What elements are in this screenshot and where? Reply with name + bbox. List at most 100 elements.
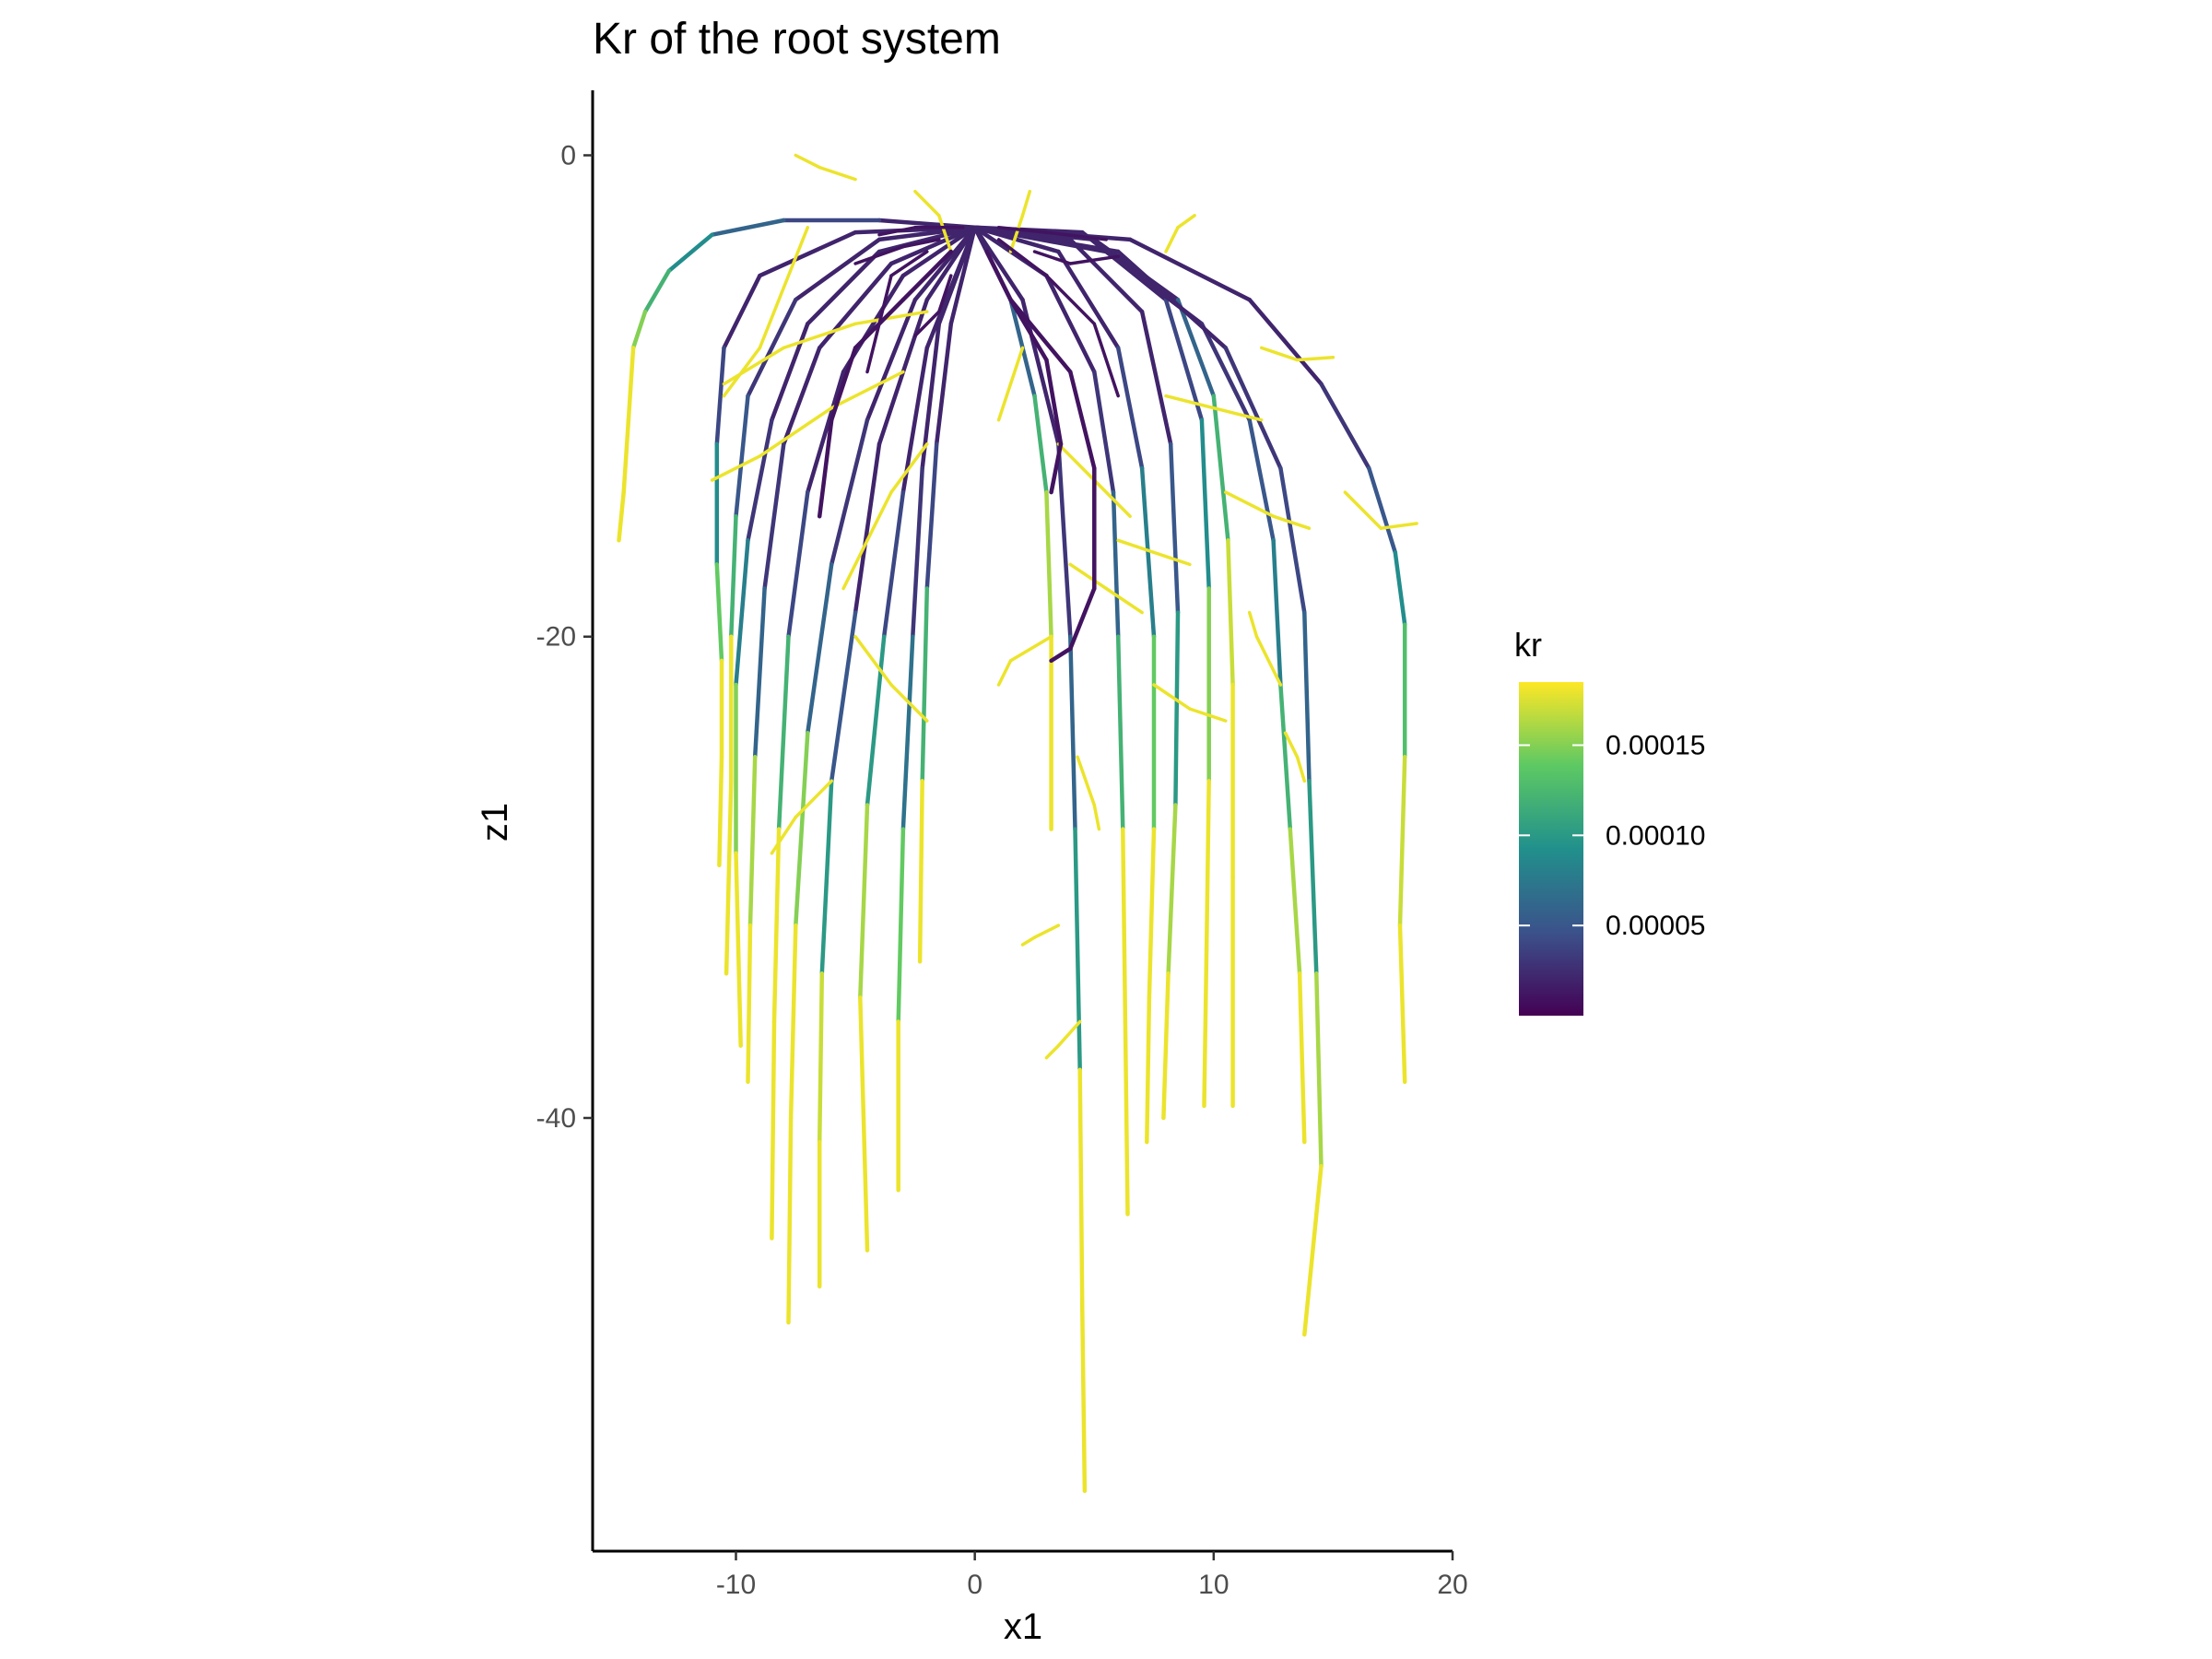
root-segment-group	[972, 225, 1088, 1493]
root-segment	[1056, 249, 1121, 350]
root-segment	[782, 322, 857, 350]
root-segment-group	[1343, 490, 1418, 530]
root-segment	[734, 851, 743, 1048]
root-segment	[1044, 1043, 1061, 1060]
root-segment	[1044, 489, 1053, 639]
root-segment	[853, 244, 905, 265]
root-segment-group	[972, 225, 1130, 1217]
root-segment-group	[786, 225, 977, 1325]
root-segment-group	[1116, 538, 1192, 567]
root-segment	[717, 755, 724, 868]
colorbar-tick-label: 0.00015	[1606, 730, 1705, 760]
root-segment	[746, 923, 753, 1085]
root-segment	[752, 586, 767, 759]
root-segment	[806, 249, 882, 326]
root-segment	[788, 923, 798, 1121]
root-segment-group	[722, 226, 810, 398]
root-segment-group	[841, 442, 929, 591]
root-segment	[996, 382, 1013, 422]
y-axis-ticks: 0 -20 -40	[536, 141, 593, 1134]
root-segment	[877, 274, 893, 326]
root-segment	[1068, 562, 1108, 591]
root-segment-group	[770, 225, 977, 1241]
root-segment	[1247, 610, 1259, 639]
chart-title: Kr of the root system	[593, 15, 1001, 64]
root-segment	[786, 489, 810, 639]
root-segment-group	[1008, 297, 1097, 664]
root-segment	[1314, 971, 1324, 1169]
root-segment	[1166, 803, 1178, 976]
root-segment-group	[714, 225, 977, 868]
root-segment	[865, 322, 881, 374]
root-segment-group	[865, 250, 929, 374]
root-segment	[865, 490, 893, 543]
root-segment	[1044, 230, 1108, 241]
root-segment-group	[1056, 442, 1132, 518]
root-segment-group	[913, 189, 953, 253]
root-segment	[1077, 1067, 1085, 1313]
root-segment	[877, 226, 917, 237]
root-segment-group	[1247, 610, 1283, 687]
root-segment	[1049, 646, 1073, 664]
root-segment	[1092, 370, 1116, 495]
root-segment-group	[1152, 683, 1228, 723]
root-segment	[1104, 586, 1144, 615]
root-segment	[818, 165, 857, 182]
x-axis-title: x1	[1004, 1606, 1042, 1647]
root-segment	[722, 346, 762, 398]
root-segment	[1121, 827, 1128, 1024]
root-segment	[747, 755, 758, 928]
root-segment	[794, 779, 833, 819]
root-segment	[889, 250, 929, 277]
root-segment-group	[972, 225, 1407, 1085]
root-segment	[1080, 1308, 1088, 1493]
root-segment	[913, 189, 941, 218]
root-segment	[937, 214, 953, 253]
root-segment	[1020, 189, 1032, 218]
root-segment	[1271, 538, 1283, 688]
root-segment	[888, 225, 977, 266]
root-segment	[1204, 779, 1211, 952]
root-segment	[642, 268, 672, 314]
root-segment	[734, 394, 750, 519]
root-segment	[771, 827, 782, 1024]
root-segment	[1032, 394, 1049, 495]
root-segment	[1115, 634, 1125, 831]
root-segment	[900, 634, 915, 831]
root-segment	[1173, 610, 1181, 807]
root-segment	[1115, 346, 1145, 471]
root-segment	[830, 370, 905, 410]
root-segment	[1223, 346, 1283, 471]
root-segment	[1188, 707, 1228, 723]
root-segment	[1247, 297, 1324, 386]
root-segment	[853, 310, 929, 326]
legend-title: kr	[1514, 626, 1542, 664]
root-segment	[1044, 273, 1097, 374]
root-segment	[1068, 370, 1097, 471]
root-segment-group	[794, 153, 857, 182]
root-segment-group	[746, 225, 977, 1085]
root-segment	[889, 683, 929, 723]
root-segment	[948, 225, 977, 326]
root-segment	[762, 441, 786, 591]
root-segment	[865, 297, 918, 422]
root-segment	[1297, 971, 1307, 1145]
plot-area	[617, 153, 1418, 1493]
root-segment	[1044, 274, 1097, 326]
root-segment	[1032, 924, 1061, 939]
root-segment	[710, 218, 786, 237]
x-tick-label: 0	[967, 1570, 982, 1600]
root-segment	[758, 406, 833, 458]
root-segment	[1163, 297, 1205, 422]
root-segment	[1319, 382, 1371, 471]
root-segment	[1044, 358, 1064, 447]
root-segment-group	[996, 226, 1108, 241]
root-segment	[806, 562, 834, 735]
root-segment	[770, 1019, 777, 1241]
root-segment	[920, 586, 930, 783]
root-segment-group	[972, 225, 1157, 1145]
root-segment	[1199, 322, 1252, 422]
y-tick-label: 0	[560, 141, 576, 171]
root-segment-group	[972, 225, 1053, 831]
root-segment	[881, 489, 906, 639]
